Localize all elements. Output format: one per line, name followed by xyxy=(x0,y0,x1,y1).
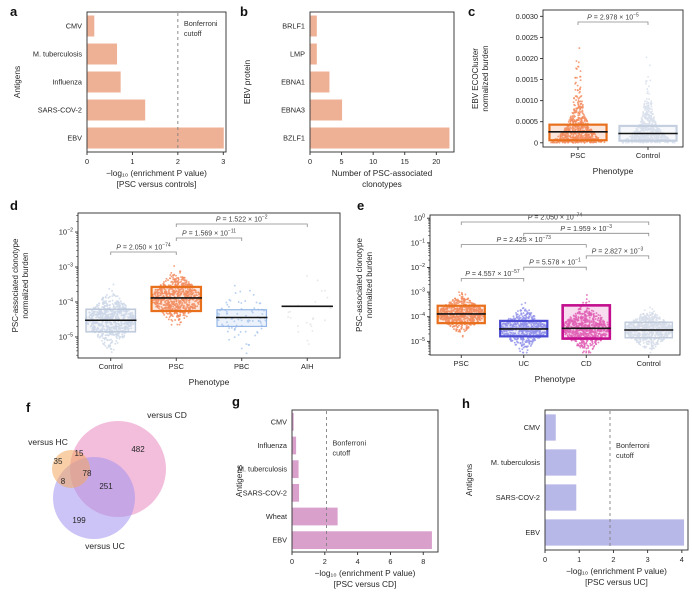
svg-text:1: 1 xyxy=(130,157,134,166)
svg-text:10−3: 10−3 xyxy=(59,262,73,271)
svg-text:P = 1.569 × 10−11: P = 1.569 × 10−11 xyxy=(182,229,236,238)
panel-d-letter: d xyxy=(10,198,18,213)
panel-f-letter: f xyxy=(26,400,31,415)
svg-text:10−5: 10−5 xyxy=(59,332,73,341)
svg-text:EBV protein: EBV protein xyxy=(242,59,252,104)
svg-text:M. tuberculosis: M. tuberculosis xyxy=(33,50,82,59)
svg-text:clonotypes: clonotypes xyxy=(362,179,402,189)
svg-text:PSC: PSC xyxy=(570,151,586,160)
svg-text:0.0010: 0.0010 xyxy=(516,96,538,105)
svg-text:15: 15 xyxy=(401,157,409,166)
svg-text:CD: CD xyxy=(581,359,592,368)
svg-text:Phenotype: Phenotype xyxy=(593,166,634,176)
svg-text:PSC: PSC xyxy=(169,362,185,371)
svg-text:10−2: 10−2 xyxy=(59,228,73,237)
svg-text:Bonferroni: Bonferroni xyxy=(184,19,218,28)
svg-text:5: 5 xyxy=(340,157,344,166)
panel-c-letter: c xyxy=(468,4,476,19)
svg-text:3: 3 xyxy=(221,157,225,166)
svg-text:Influenza: Influenza xyxy=(52,78,83,87)
svg-text:PSC-associated clonotype: PSC-associated clonotype xyxy=(11,238,20,332)
panel-e-letter: e xyxy=(357,198,365,213)
svg-text:BZLF1: BZLF1 xyxy=(283,134,305,143)
svg-text:EBV ECOCluster: EBV ECOCluster xyxy=(471,48,480,109)
svg-text:0: 0 xyxy=(85,157,89,166)
svg-text:P = 2.050 × 10−74: P = 2.050 × 10−74 xyxy=(116,243,171,252)
svg-text:PBC: PBC xyxy=(234,362,250,371)
svg-text:0.0005: 0.0005 xyxy=(516,117,538,126)
svg-text:10: 10 xyxy=(369,157,377,166)
svg-text:LMP: LMP xyxy=(290,50,305,59)
svg-text:BRLF1: BRLF1 xyxy=(282,22,305,31)
svg-text:10−5: 10−5 xyxy=(411,337,425,346)
svg-text:0.0020: 0.0020 xyxy=(516,54,538,63)
svg-text:EBV: EBV xyxy=(67,134,82,143)
svg-text:0.0030: 0.0030 xyxy=(516,12,538,21)
panel-h-letter: h xyxy=(462,396,470,411)
svg-text:cutoff: cutoff xyxy=(184,29,203,38)
svg-text:PSC: PSC xyxy=(454,359,470,368)
svg-text:P = 1.522 × 10−2: P = 1.522 × 10−2 xyxy=(216,215,268,224)
panel-b-clonotype-count-bar-chart: BRLF1 LMP EBNA1 EBNA3 BZLF1 0 5 10 15 20 Number of… xyxy=(242,11,455,189)
svg-text:10−3: 10−3 xyxy=(411,288,425,297)
svg-text:CMV: CMV xyxy=(66,22,82,31)
svg-text:P = 2.978 × 10−5: P = 2.978 × 10−5 xyxy=(587,13,639,22)
panel-b-letter: b xyxy=(240,4,248,19)
panel-c-ebv-burden-strip-plot: 0 0.0005 0.0010 0.0015 0.0020 0.0025 0.0030 PSC… xyxy=(471,9,684,176)
svg-text:10−1: 10−1 xyxy=(411,238,425,247)
svg-text:SARS-COV-2: SARS-COV-2 xyxy=(38,106,82,115)
svg-text:Control: Control xyxy=(636,151,661,160)
panel-d-clonotype-burden-strip-plot: 10−2 10−3 10−4 10−5 Control PSC PBC AIH P = 1.52… xyxy=(11,212,341,387)
svg-text:0: 0 xyxy=(534,138,538,147)
panel-a-enrichment-bar-chart: CMV M. tuberculosis Influenza SARS-COV-2 EBV… xyxy=(12,11,227,189)
svg-text:10−2: 10−2 xyxy=(411,263,425,272)
svg-text:EBNA1: EBNA1 xyxy=(281,78,305,87)
svg-text:Control: Control xyxy=(99,362,124,371)
svg-text:100: 100 xyxy=(414,214,425,223)
svg-text:10−4: 10−4 xyxy=(411,312,425,321)
svg-text:0.0025: 0.0025 xyxy=(516,33,538,42)
svg-text:Phenotype: Phenotype xyxy=(189,377,230,387)
svg-text:2: 2 xyxy=(176,157,180,166)
svg-text:normalized burden: normalized burden xyxy=(21,252,30,318)
panel-g-letter: g xyxy=(232,394,240,409)
panel-a-letter: a xyxy=(10,4,18,19)
svg-text:normalized burden: normalized burden xyxy=(481,45,490,111)
svg-text:Number of PSC-associated: Number of PSC-associated xyxy=(332,168,433,178)
svg-text:10−4: 10−4 xyxy=(59,297,73,306)
svg-text:Antigens: Antigens xyxy=(12,66,22,98)
svg-text:UC: UC xyxy=(518,359,529,368)
svg-text:[PSC versus controls]: [PSC versus controls] xyxy=(117,179,197,189)
svg-text:0: 0 xyxy=(308,157,312,166)
svg-text:20: 20 xyxy=(432,157,440,166)
svg-text:0.0015: 0.0015 xyxy=(516,75,538,84)
svg-text:EBNA3: EBNA3 xyxy=(281,106,305,115)
svg-text:−log₁₀ (enrichment P value): −log₁₀ (enrichment P value) xyxy=(106,168,207,178)
svg-text:AIH: AIH xyxy=(301,362,314,371)
